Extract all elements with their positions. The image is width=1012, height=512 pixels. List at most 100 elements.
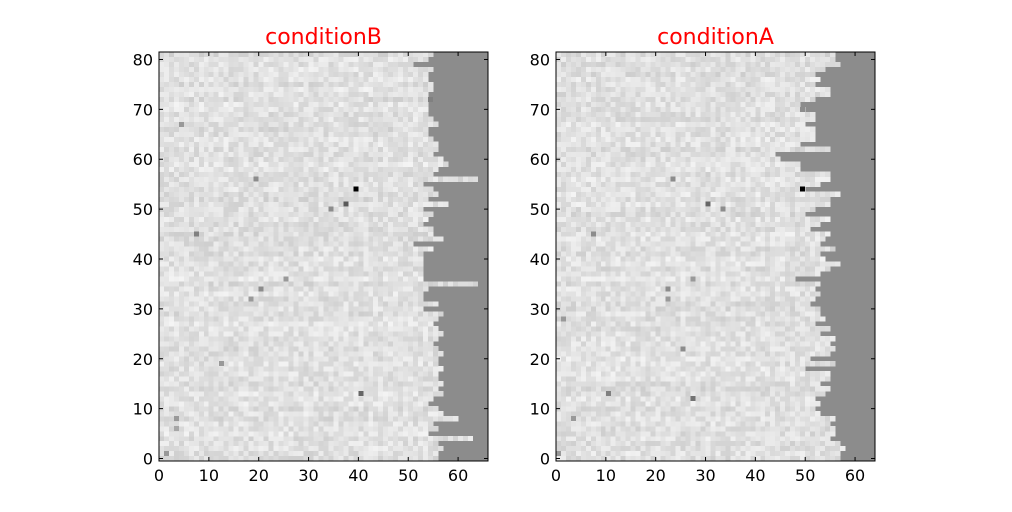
heatmap-cell xyxy=(233,236,239,242)
heatmap-cell xyxy=(268,66,274,73)
heatmap-cell xyxy=(243,156,249,162)
heatmap-cell xyxy=(403,146,409,152)
heatmap-cell xyxy=(303,216,309,222)
heatmap-cell xyxy=(223,136,229,142)
heatmap-cell xyxy=(353,51,359,58)
heatmap-cell xyxy=(163,286,170,292)
heatmap-cell xyxy=(625,430,631,437)
heatmap-cell xyxy=(338,211,344,217)
heatmap-cell xyxy=(198,56,205,63)
heatmap-cell xyxy=(263,201,269,207)
heatmap-cell xyxy=(363,301,369,307)
heatmap-cell xyxy=(203,445,210,452)
heatmap-cell xyxy=(393,121,399,128)
heatmap-cell xyxy=(368,311,374,317)
heatmap-cell xyxy=(398,86,404,93)
heatmap-cell-dark xyxy=(248,296,254,302)
heatmap-cell xyxy=(208,425,215,432)
heatmap-cell xyxy=(378,136,384,142)
heatmap-cell xyxy=(403,371,409,377)
heatmap-cell xyxy=(358,56,364,63)
heatmap-cell xyxy=(313,316,319,322)
heatmap-cell xyxy=(243,101,249,108)
heatmap-cell xyxy=(278,81,284,88)
heatmap-cell xyxy=(338,336,344,342)
heatmap-cell xyxy=(443,435,449,442)
heatmap-cell xyxy=(288,381,294,387)
heatmap-cell xyxy=(223,430,229,437)
heatmap-cell xyxy=(408,116,414,123)
heatmap-cell xyxy=(183,291,190,297)
heatmap-cell xyxy=(318,176,324,182)
heatmap-cell xyxy=(423,66,429,73)
heatmap-cell xyxy=(303,445,309,452)
heatmap-cell xyxy=(615,445,621,452)
heatmap-cell xyxy=(263,381,269,387)
heatmap-cell xyxy=(413,71,419,78)
heatmap-cell xyxy=(258,186,264,192)
heatmap-cell xyxy=(228,301,234,307)
heatmap-cell xyxy=(318,316,324,322)
heatmap-cell xyxy=(228,261,234,267)
heatmap-cell xyxy=(183,151,190,157)
heatmap-cell xyxy=(263,371,269,377)
heatmap-cell xyxy=(303,371,309,377)
heatmap-cell xyxy=(423,226,429,232)
heatmap-cell xyxy=(590,425,597,432)
heatmap-cell xyxy=(338,171,344,177)
heatmap-cell xyxy=(433,191,439,197)
heatmap-cell xyxy=(373,316,379,322)
heatmap-cell xyxy=(358,91,364,98)
heatmap-cell xyxy=(348,246,354,252)
heatmap-cell xyxy=(373,166,379,172)
heatmap-cell xyxy=(343,86,349,93)
heatmap-cell xyxy=(238,371,244,377)
heatmap-cell xyxy=(163,146,170,152)
heatmap-cell xyxy=(263,236,269,242)
heatmap-cell xyxy=(298,131,304,137)
heatmap-cell xyxy=(428,301,434,307)
heatmap-cell xyxy=(298,166,304,172)
heatmap-cell xyxy=(438,445,444,452)
heatmap-cell xyxy=(428,331,434,337)
heatmap-cell xyxy=(428,281,434,287)
heatmap-cell xyxy=(408,311,414,317)
heatmap-cell xyxy=(328,401,334,407)
heatmap-cell xyxy=(323,376,329,382)
heatmap-cell xyxy=(298,416,304,422)
heatmap-cell xyxy=(398,336,404,342)
heatmap-cell xyxy=(228,331,234,337)
heatmap-cell xyxy=(193,266,200,272)
heatmap-cell xyxy=(408,356,414,362)
heatmap-cell xyxy=(253,381,259,387)
heatmap-cell xyxy=(203,221,210,227)
heatmap-cell xyxy=(263,106,269,113)
heatmap-cell xyxy=(223,351,229,357)
heatmap-cell xyxy=(253,221,259,227)
heatmap-cell xyxy=(233,56,239,63)
heatmap-cell xyxy=(163,261,170,267)
heatmap-cell xyxy=(263,341,269,347)
heatmap-cell xyxy=(273,196,279,202)
heatmap-cell xyxy=(353,346,359,352)
heatmap-cell xyxy=(243,401,249,407)
heatmap-cell xyxy=(373,251,379,257)
heatmap-cell xyxy=(293,241,299,247)
heatmap-cell xyxy=(293,440,299,447)
heatmap-cell xyxy=(208,146,215,152)
heatmap-cell xyxy=(273,181,279,187)
heatmap-cell xyxy=(273,211,279,217)
heatmap-cell xyxy=(213,311,220,317)
heatmap-cell xyxy=(263,121,269,128)
heatmap-cell xyxy=(248,76,254,83)
heatmap-cell xyxy=(218,191,225,197)
heatmap-cell xyxy=(438,416,444,422)
heatmap-cell xyxy=(303,106,309,113)
heatmap-cell xyxy=(273,141,279,147)
heatmap-cell xyxy=(313,226,319,232)
heatmap-cell xyxy=(313,356,319,362)
heatmap-cell xyxy=(203,301,210,307)
heatmap-cell xyxy=(213,196,220,202)
heatmap-cell xyxy=(368,176,374,182)
heatmap-cell xyxy=(428,450,434,457)
